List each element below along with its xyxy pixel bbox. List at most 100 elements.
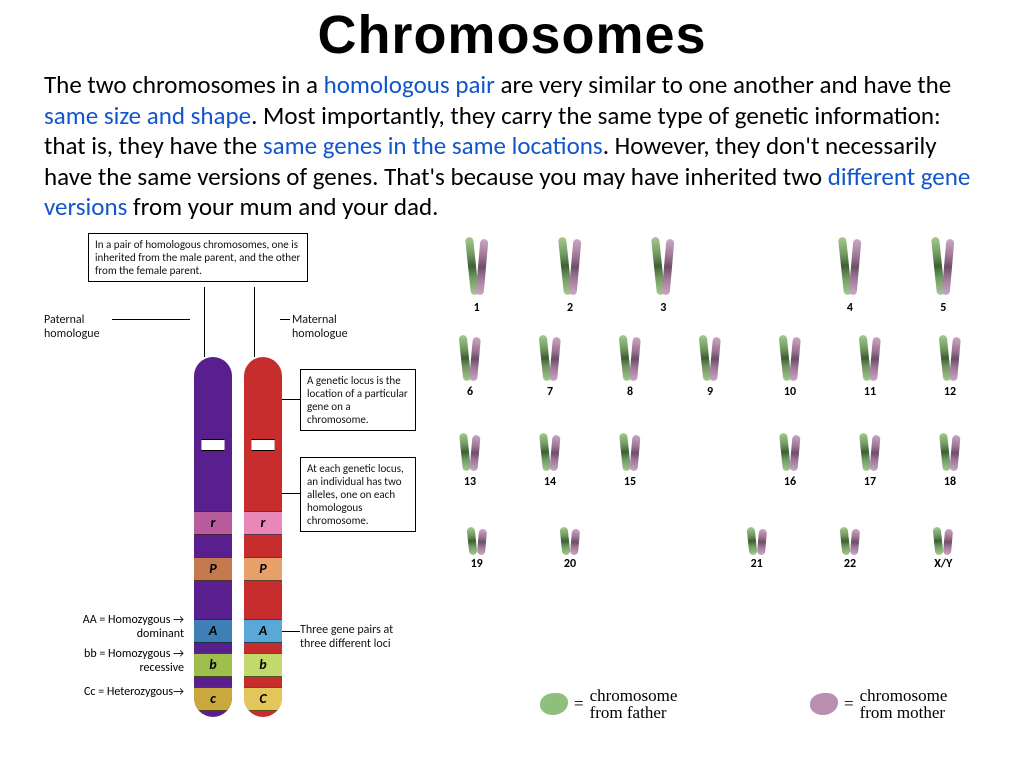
chromosome-pair — [861, 335, 879, 381]
arrow-to-maternal — [254, 287, 255, 357]
chromosome-number-label: 2 — [523, 301, 616, 315]
karyotype-row: 123 45 — [430, 223, 990, 313]
para-highlight-1: homologous pair — [324, 69, 501, 100]
legend-eq-1: = — [574, 695, 584, 712]
chromosome-pair — [941, 335, 959, 381]
blob-mother-icon — [810, 693, 838, 715]
karyotype-cell: 6 — [430, 319, 510, 399]
band-r-maternal: r — [244, 511, 282, 535]
paternal-chromosome: r P A b c — [194, 357, 232, 717]
karyotype-cell: 7 — [510, 319, 590, 399]
chromosome-number-label: 19 — [430, 557, 523, 571]
allele-A2: A — [259, 622, 267, 639]
band-A-maternal: A — [244, 619, 282, 643]
chromosome-pair — [748, 527, 766, 555]
karyotype-cell: 15 — [590, 409, 670, 489]
para-highlight-2: same size and shape — [44, 100, 251, 131]
label-homozygous-recessive: bb = Homozygous → recessive — [44, 647, 184, 676]
chromosome-pair — [941, 433, 959, 471]
chromosome-mother-icon — [789, 434, 800, 471]
homologous-diagram: In a pair of homologous chromosomes, one… — [44, 233, 424, 723]
allele-r2: r — [261, 514, 266, 531]
karyotype-cell — [670, 409, 750, 489]
blob-father-icon — [540, 693, 568, 715]
chromosome-mother-icon — [942, 238, 955, 294]
karyotype-cell: 18 — [910, 409, 990, 489]
karyotype-cell: 13 — [430, 409, 510, 489]
chromosome-mother-icon — [662, 238, 675, 294]
legend-father-text: chromosome from father — [590, 687, 678, 721]
chromosome-pair — [468, 527, 486, 555]
karyotype-cell: X/Y — [897, 499, 990, 573]
zygo-AA-sub: dominant — [137, 627, 184, 641]
chromosome-mother-icon — [850, 528, 860, 555]
chromosome-pair — [621, 433, 639, 471]
label-heterozygous: Cc = Heterozygous→ — [44, 685, 184, 699]
chromosome-number-label: 21 — [710, 557, 803, 571]
chromosome-number-label: 11 — [830, 385, 910, 399]
karyotype-cell: 14 — [510, 409, 590, 489]
karyotype-row: 1920 2122X/Y — [430, 499, 990, 573]
chromosome-mother-icon — [849, 238, 862, 294]
legend-father: = chromosome from father — [540, 687, 677, 721]
band-r-paternal: r — [194, 511, 232, 535]
karyotype-grid: 12345678910111213141516171819202122X/Y — [430, 223, 1010, 693]
label-paternal-homologue: Paternal homologue — [44, 313, 114, 342]
allele-C2: C — [259, 690, 266, 707]
chromosome-mother-icon — [709, 336, 721, 381]
karyotype-cell — [710, 223, 803, 313]
zygo-bb-sub: recessive — [140, 661, 184, 675]
chromosome-number-label: 13 — [430, 475, 510, 489]
chromosome-father-icon — [560, 526, 571, 555]
chromosome-mother-icon — [949, 434, 960, 471]
arrow-to-paternal — [204, 287, 205, 357]
allele-b2: b — [259, 656, 266, 673]
karyotype-row: 131415161718 — [430, 409, 990, 489]
karyotype-cell: 22 — [803, 499, 896, 573]
chromosome-mother-icon — [469, 434, 480, 471]
chromosome-mother-icon — [757, 528, 767, 555]
centromere-maternal — [251, 439, 274, 451]
chromosome-pair — [654, 237, 672, 295]
arrow-maternal — [280, 319, 290, 320]
chromosome-number-label: 22 — [803, 557, 896, 571]
karyotype-cell: 17 — [830, 409, 910, 489]
chromosome-pair — [934, 527, 952, 555]
chromosome-mother-icon — [475, 238, 488, 294]
content-area: In a pair of homologous chromosomes, one… — [0, 223, 1024, 723]
chromosome-number-label: 17 — [830, 475, 910, 489]
chromosome-pair — [461, 335, 479, 381]
chromosome-number-label: 5 — [897, 301, 990, 315]
chromosome-mother-icon — [569, 238, 582, 294]
chromosome-mother-icon — [869, 336, 881, 381]
box-alleles: At each genetic locus, an individual has… — [300, 457, 416, 533]
centromere-paternal — [201, 439, 224, 451]
chromosome-number-label: 3 — [617, 301, 710, 315]
karyotype-cell: 2 — [523, 223, 616, 313]
karyotype-cell: 4 — [803, 223, 896, 313]
chromosome-number-label: 20 — [523, 557, 616, 571]
band-P-paternal: P — [194, 557, 232, 581]
chromosome-pair — [461, 433, 479, 471]
karyotype-cell: 8 — [590, 319, 670, 399]
chromosome-mother-icon — [570, 528, 580, 555]
box-genetic-locus: A genetic locus is the location of a par… — [300, 369, 416, 432]
zygo-AA: AA = Homozygous — [83, 613, 171, 627]
legend-eq-2: = — [844, 695, 854, 712]
chromosome-father-icon — [840, 526, 851, 555]
chromosome-number-label: 1 — [430, 301, 523, 315]
chromosome-pair — [541, 335, 559, 381]
maternal-chromosome: r P A b C — [244, 357, 282, 717]
arrow-allele — [282, 493, 300, 494]
chromosome-father-icon — [746, 526, 757, 555]
chromosome-father-icon — [933, 526, 944, 555]
band-A-paternal: A — [194, 619, 232, 643]
allele-c1: c — [210, 690, 216, 707]
chromosome-mother-icon — [477, 528, 487, 555]
arrow-paternal — [112, 319, 190, 320]
chromosome-mother-icon — [629, 336, 641, 381]
chromosome-pair — [561, 527, 579, 555]
label-maternal-homologue: Maternal homologue — [292, 313, 362, 342]
chromosome-pair — [934, 237, 952, 295]
chromosome-mother-icon — [629, 434, 640, 471]
